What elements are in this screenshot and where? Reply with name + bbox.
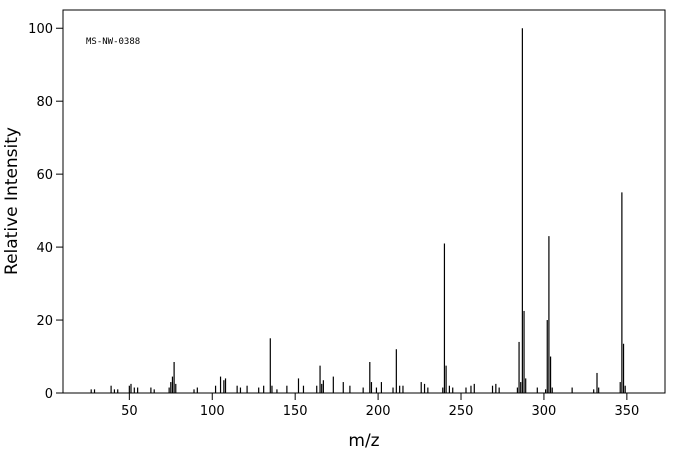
y-tick-label: 100	[28, 22, 53, 37]
x-tick-label: 100	[200, 404, 225, 419]
y-tick-label: 0	[45, 387, 53, 402]
annotation: MS-NW-0388	[86, 37, 140, 47]
x-axis-label: m/z	[348, 431, 379, 451]
y-tick-label: 60	[36, 168, 53, 183]
x-tick-label: 150	[283, 404, 308, 419]
x-tick-label: 350	[614, 404, 639, 419]
y-tick-label: 80	[36, 95, 53, 110]
y-tick-label: 40	[36, 241, 53, 256]
x-tick-label: 200	[366, 404, 391, 419]
plot-frame	[62, 9, 666, 394]
x-tick-label: 50	[121, 404, 138, 419]
x-tick-label: 300	[532, 404, 557, 419]
y-axis-label: Relative Intensity	[2, 127, 22, 275]
y-tick-label: 20	[36, 314, 53, 329]
x-tick-label: 250	[449, 404, 474, 419]
